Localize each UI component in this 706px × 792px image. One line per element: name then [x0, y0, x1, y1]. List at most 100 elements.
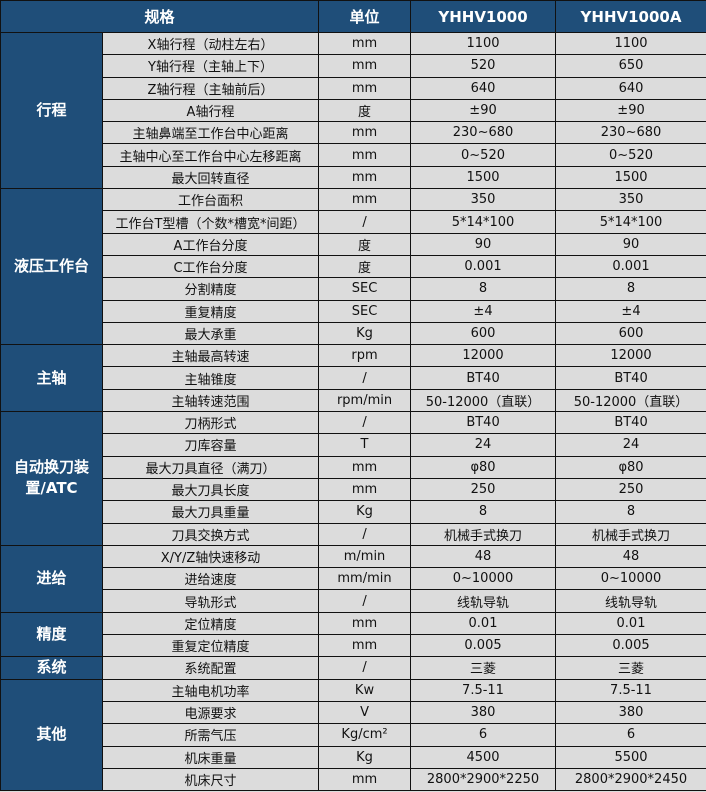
spec-name: Z轴行程（主轴前后） — [101, 76, 320, 100]
table-row: 主轴中心至工作台中心左移距离 mm 0~520 0~520 — [1, 143, 706, 167]
model-a-value: φ80 — [410, 455, 557, 479]
model-a-value: 5*14*100 — [410, 210, 557, 234]
unit: rpm — [318, 344, 412, 368]
unit: T — [318, 433, 412, 457]
table-row: 所需气压 Kg/cm² 6 6 — [1, 723, 706, 747]
model-a-value: 640 — [410, 76, 557, 100]
model-a-value: BT40 — [410, 366, 557, 390]
spec-name: A工作台分度 — [101, 232, 320, 256]
table-row: 最大刀具重量 Kg 8 8 — [1, 500, 706, 524]
spec-name: 工作台T型槽（个数*槽宽*间距） — [101, 210, 320, 234]
unit: mm/min — [318, 567, 412, 591]
spec-name: 系统配置 — [101, 656, 320, 680]
table-row: 主轴鼻端至工作台中心距离 mm 230~680 230~680 — [1, 121, 706, 145]
header-model-a: YHHV1000 — [410, 0, 557, 33]
model-a-value: 三菱 — [410, 656, 557, 680]
model-b-value: 8 — [555, 500, 706, 524]
model-b-value: 6 — [555, 723, 706, 747]
model-b-value: 380 — [555, 700, 706, 725]
spec-name: X轴行程（动柱左右） — [101, 31, 320, 56]
unit: SEC — [318, 277, 412, 301]
model-b-value: 0~520 — [555, 143, 706, 167]
model-b-value: ±4 — [555, 299, 706, 323]
spec-name: 重复精度 — [101, 299, 320, 323]
model-a-value: 机械手式换刀 — [410, 522, 557, 546]
model-b-value: φ80 — [555, 455, 706, 479]
model-b-value: 三菱 — [555, 656, 706, 680]
model-b-value: 5*14*100 — [555, 210, 706, 234]
model-b-value: 1100 — [555, 31, 706, 56]
group-label: 精度 — [0, 611, 103, 658]
spec-name: 最大承重 — [101, 321, 320, 346]
table-row: 电源要求 V 380 380 — [1, 700, 706, 725]
table-row: 刀具交换方式 / 机械手式换刀 机械手式换刀 — [1, 522, 706, 546]
model-a-value: 48 — [410, 544, 557, 569]
spec-name: 所需气压 — [101, 723, 320, 747]
table-row: 工作台T型槽（个数*槽宽*间距）/5*14*100 5*14*100 — [1, 210, 706, 234]
group-label: 液压工作台 — [0, 188, 103, 346]
unit: rpm/min — [318, 388, 412, 413]
model-a-value: 90 — [410, 232, 557, 256]
model-b-value: 350 — [555, 188, 706, 212]
model-a-value: ±4 — [410, 299, 557, 323]
unit: mm — [318, 54, 412, 78]
table-row: 机床重量 Kg 4500 5500 — [1, 745, 706, 769]
model-a-value: 50-12000（直联） — [410, 388, 557, 413]
table-row: 进给速度 mm/min 0~10000 0~10000 — [1, 567, 706, 591]
model-b-value: 0.01 — [555, 611, 706, 636]
unit: mm — [318, 611, 412, 636]
model-b-value: 48 — [555, 544, 706, 569]
model-a-value: 600 — [410, 321, 557, 346]
model-a-value: 250 — [410, 477, 557, 502]
model-a-value: 7.5-11 — [410, 678, 557, 702]
table-row: 其他 主轴电机功率 Kw 7.5-11 7.5-11 — [0, 678, 706, 792]
model-a-value: ±90 — [410, 98, 557, 123]
spec-name: 最大刀具重量 — [101, 500, 320, 524]
model-b-value: 24 — [555, 433, 706, 457]
model-a-value: 520 — [410, 54, 557, 78]
model-a-value: 4500 — [410, 745, 557, 769]
table-row: 系统 系统配置 / 三菱 三菱 — [0, 656, 706, 680]
unit: mm — [318, 121, 412, 145]
table-row: 机床尺寸 mm 2800*2900*2250 2800*2900*2450 — [1, 767, 706, 792]
spec-name: 最大回转直径 — [101, 165, 320, 190]
model-a-value: 0.005 — [410, 634, 557, 658]
table-row: 刀库容量 T 24 24 — [1, 433, 706, 457]
unit: mm — [318, 477, 412, 502]
table-row: 分割精度 SEC 8 8 — [1, 277, 706, 301]
table-row: 精度 定位精度 mm 0.01 0.01 — [0, 611, 706, 658]
table-row: 行程 X轴行程（动柱左右） mm 1100 1100 — [0, 31, 706, 190]
model-a-value: 0.01 — [410, 611, 557, 636]
model-b-value: 8 — [555, 277, 706, 301]
spec-name: 最大刀具直径（满刀） — [101, 455, 320, 479]
model-a-value: 1500 — [410, 165, 557, 190]
model-a-value: 380 — [410, 700, 557, 725]
spec-name: 主轴锥度 — [101, 366, 320, 390]
spec-name: 主轴鼻端至工作台中心距离 — [101, 121, 320, 145]
table-row: A轴行程度 ±90 ±90 — [1, 98, 706, 123]
header-row: 规格 单位 YHHV1000 YHHV1000A — [0, 0, 706, 33]
model-a-value: 6 — [410, 723, 557, 747]
group-label: 进给 — [0, 544, 103, 613]
model-a-value: 1100 — [410, 31, 557, 56]
unit: / — [318, 589, 412, 613]
table-row: 主轴转速范围 rpm/min 50-12000（直联） 50-12000（直联） — [1, 388, 706, 413]
spec-name: 主轴转速范围 — [101, 388, 320, 413]
spec-name: 导轨形式 — [101, 589, 320, 613]
model-b-value: ±90 — [555, 98, 706, 123]
table-row: 最大刀具直径（满刀） mm φ80 φ80 — [1, 455, 706, 479]
model-a-value: 8 — [410, 500, 557, 524]
model-a-value: 8 — [410, 277, 557, 301]
model-a-value: 2800*2900*2250 — [410, 767, 557, 792]
table-row: 最大回转直径 mm 1500 1500 — [1, 165, 706, 190]
unit: Kg — [318, 500, 412, 524]
model-b-value: 0.001 — [555, 254, 706, 279]
model-b-value: 0.005 — [555, 634, 706, 658]
model-b-value: 250 — [555, 477, 706, 502]
table-row: A工作台分度度 90 90 — [1, 232, 706, 256]
model-a-value: 12000 — [410, 344, 557, 368]
group-label: 行程 — [0, 31, 103, 190]
spec-name: Y轴行程（主轴上下） — [101, 54, 320, 78]
table-row: 进给 X/Y/Z轴快速移动 m/min 48 48 — [0, 544, 706, 613]
unit: 度 — [318, 254, 412, 279]
